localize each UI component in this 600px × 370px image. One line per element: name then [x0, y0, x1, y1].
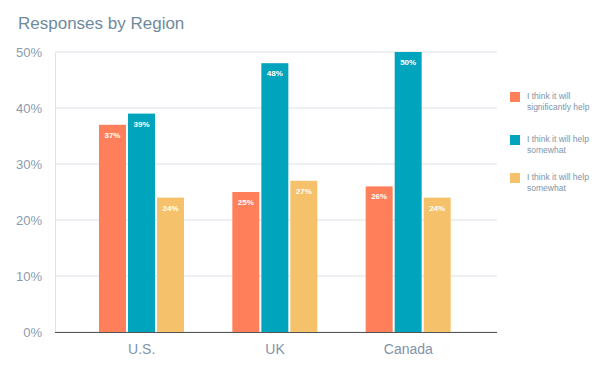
grid-line	[55, 52, 497, 53]
data-label: 24%	[429, 204, 445, 213]
legend-entry: I think it will help somewhat	[527, 172, 599, 212]
title: Responses by Region	[18, 14, 184, 33]
legend-label: I think it will help somewhat	[527, 172, 599, 194]
y-tick: 0%	[23, 325, 55, 340]
bar	[366, 186, 393, 332]
bar	[261, 63, 288, 332]
y-axis-line	[55, 53, 56, 333]
data-label: 26%	[371, 192, 387, 201]
y-tick-label: 10%	[16, 269, 42, 284]
bars	[99, 52, 451, 332]
y-tick-label: 30%	[16, 157, 42, 172]
legend-swatch	[510, 173, 520, 183]
y-tick-label: 20%	[16, 213, 42, 228]
legend-entry: I think it will help somewhat	[527, 134, 599, 174]
data-label: 25%	[238, 198, 254, 207]
data-label: 48%	[267, 69, 283, 78]
legend-swatch	[510, 135, 520, 145]
y-tick: 50%	[16, 45, 55, 60]
data-label: 39%	[133, 120, 149, 129]
y-tick: 20%	[16, 213, 55, 228]
x-tick-label: Canada	[384, 341, 433, 357]
bar	[157, 198, 184, 332]
chart: Responses by Region 0% 10% 20% 30% 40% 50% 37% 2…	[0, 0, 600, 370]
grid	[55, 52, 497, 332]
data-label: 27%	[296, 187, 312, 196]
legend-entry: I think it will significantly help	[527, 91, 599, 131]
data-label: 37%	[104, 131, 120, 140]
legend-swatch	[510, 92, 520, 102]
x-axis: U.S. UK Canada	[55, 332, 497, 357]
x-ticks: U.S. UK Canada	[76, 332, 476, 357]
x-tick: UK	[265, 332, 285, 357]
bar	[99, 125, 126, 332]
bar	[424, 198, 451, 332]
x-axis-line	[55, 332, 497, 333]
data-label: 24%	[163, 204, 179, 213]
legend-label: I think it will significantly help	[527, 91, 599, 113]
legend-label: I think it will help somewhat	[527, 134, 599, 156]
y-tick: 30%	[16, 157, 55, 172]
y-tick: 10%	[16, 269, 55, 284]
x-axis-domain	[76, 332, 476, 333]
x-tick-label: U.S.	[128, 341, 155, 357]
bar	[290, 181, 317, 332]
bar	[128, 114, 155, 332]
data-labels: 37% 25% 26% 39% 48% 50% 24% 27% 24%	[104, 58, 445, 213]
bar	[232, 192, 259, 332]
bar	[395, 52, 422, 332]
y-tick-label: 40%	[16, 101, 42, 116]
y-axis: 0% 10% 20% 30% 40% 50%	[16, 45, 56, 340]
y-tick-label: 50%	[16, 45, 42, 60]
data-label: 50%	[400, 58, 416, 67]
x-tick: Canada	[384, 332, 433, 357]
y-tick: 40%	[16, 101, 55, 116]
x-tick: U.S.	[128, 332, 155, 357]
x-tick-label: UK	[265, 341, 285, 357]
y-tick-label: 0%	[23, 325, 42, 340]
legend: I think it will significantly help I thin…	[510, 91, 599, 212]
